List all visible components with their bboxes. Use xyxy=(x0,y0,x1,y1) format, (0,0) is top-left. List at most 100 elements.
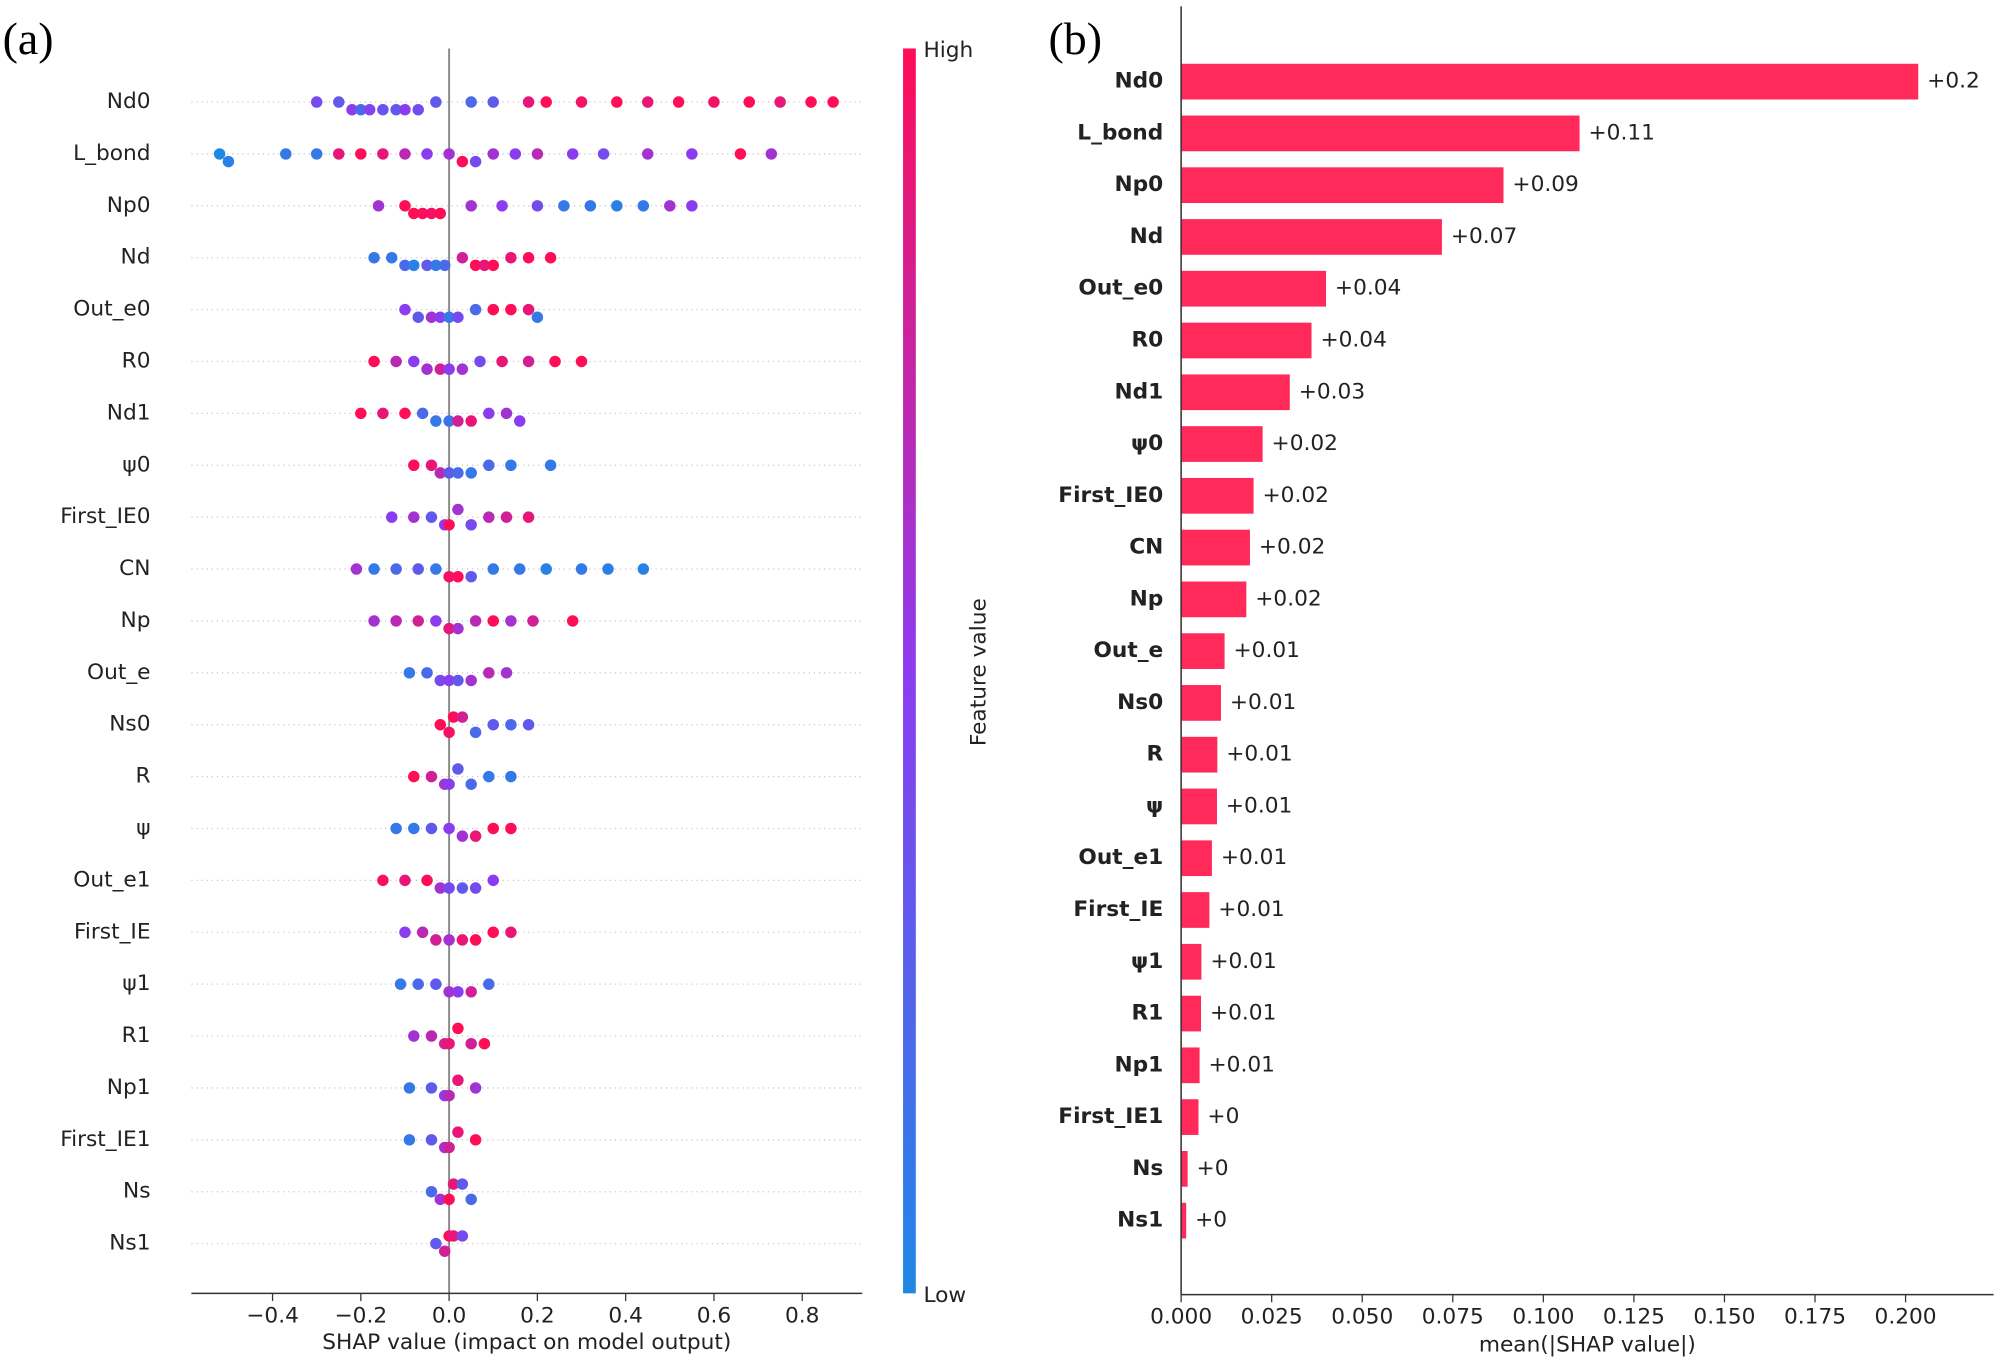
panel-label: (a) xyxy=(3,13,54,64)
dot xyxy=(425,1185,438,1198)
dot xyxy=(505,459,517,472)
y-tick-label: Out_e0 xyxy=(73,297,150,322)
dot xyxy=(399,926,411,939)
dot xyxy=(575,96,588,108)
y-tick-label: First_IE1 xyxy=(60,1127,150,1152)
y-tick-label: Nd1 xyxy=(1115,379,1164,404)
dot xyxy=(452,503,464,516)
dot xyxy=(456,1178,469,1190)
dot xyxy=(469,882,482,894)
x-tick-label: −0.2 xyxy=(335,1303,388,1328)
dot xyxy=(434,363,447,375)
dot xyxy=(522,251,535,264)
dot xyxy=(469,259,482,272)
y-tick-label: Ns1 xyxy=(1117,1208,1163,1233)
dot xyxy=(355,148,367,160)
x-axis-label: SHAP value (impact on model output) xyxy=(322,1330,731,1355)
dot xyxy=(310,96,323,108)
dot xyxy=(368,563,380,575)
dot xyxy=(412,311,424,323)
value-label: +0.01 xyxy=(1210,949,1276,974)
dot xyxy=(443,934,455,946)
dot xyxy=(430,415,442,427)
dot xyxy=(430,563,442,575)
y-tick-label: Ns xyxy=(123,1179,151,1204)
x-tick-label: 0.050 xyxy=(1331,1305,1393,1330)
dot xyxy=(408,1030,420,1042)
dot xyxy=(686,148,698,160)
dot xyxy=(734,148,747,160)
y-tick-label: Np0 xyxy=(1115,172,1164,197)
dot xyxy=(390,615,402,627)
dot xyxy=(430,978,442,990)
dot xyxy=(602,563,614,575)
dot xyxy=(456,251,469,264)
dot xyxy=(522,718,535,731)
bar xyxy=(1181,270,1327,307)
dot xyxy=(465,986,477,998)
dot xyxy=(566,148,579,160)
dot xyxy=(434,311,447,323)
dot xyxy=(611,96,623,108)
dot xyxy=(456,363,469,375)
dot xyxy=(443,148,455,160)
dot xyxy=(443,363,455,375)
value-label: +0.09 xyxy=(1512,172,1578,197)
y-tick-label: R1 xyxy=(1131,1001,1163,1026)
dot xyxy=(478,259,491,272)
y-tick-label: Np1 xyxy=(107,1075,151,1100)
dot xyxy=(421,259,433,272)
dot xyxy=(527,615,539,627)
dot xyxy=(513,563,526,575)
dot xyxy=(469,1082,482,1094)
dot xyxy=(399,874,411,887)
dot xyxy=(584,200,597,212)
y-tick-label: ψ xyxy=(1146,793,1163,818)
dot xyxy=(447,1178,460,1190)
x-tick-label: 0.0 xyxy=(432,1303,466,1328)
dot xyxy=(443,570,455,583)
bar xyxy=(1181,115,1580,152)
dot xyxy=(487,822,499,835)
x-tick-label: −0.4 xyxy=(246,1303,299,1328)
y-tick-label: ψ1 xyxy=(122,971,150,996)
colorbar-low: Low xyxy=(923,1283,966,1308)
dot xyxy=(443,519,455,531)
x-tick-label: 0.175 xyxy=(1784,1305,1846,1330)
y-tick-label: Out_e1 xyxy=(1078,845,1163,870)
dot xyxy=(540,563,552,575)
colorbar-high: High xyxy=(923,38,973,63)
dot xyxy=(456,934,469,946)
bar xyxy=(1181,426,1263,462)
dot xyxy=(469,303,482,316)
dot xyxy=(412,978,424,990)
y-tick-label: Ns xyxy=(1132,1156,1163,1181)
dot xyxy=(544,251,557,264)
dot xyxy=(558,200,570,212)
y-tick-label: Nd0 xyxy=(1115,69,1164,94)
dot xyxy=(452,415,464,427)
dot xyxy=(531,148,544,160)
dot xyxy=(368,355,380,368)
dot xyxy=(408,259,420,272)
dot xyxy=(465,415,477,427)
dot xyxy=(452,1022,464,1035)
bar xyxy=(1181,1099,1199,1135)
y-tick-label: Np xyxy=(121,608,151,633)
dot xyxy=(443,622,455,635)
dot xyxy=(483,407,495,420)
dot xyxy=(434,1193,447,1206)
dot xyxy=(469,155,482,168)
dot xyxy=(452,1074,464,1087)
x-tick-label: 0.8 xyxy=(785,1303,819,1328)
dot xyxy=(505,615,517,627)
dot xyxy=(531,200,544,212)
dot xyxy=(443,822,455,835)
dot xyxy=(452,763,464,775)
value-label: +0.01 xyxy=(1226,793,1292,818)
dot xyxy=(425,207,438,220)
dot xyxy=(500,407,513,420)
dot xyxy=(641,148,654,160)
dot xyxy=(456,830,469,842)
